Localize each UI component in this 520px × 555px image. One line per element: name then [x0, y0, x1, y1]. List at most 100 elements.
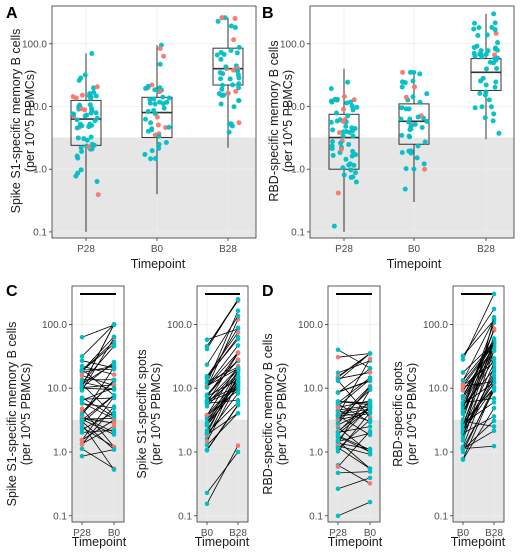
panel-d2-x-tick-label: B0: [457, 528, 470, 539]
panel-a-data-point: [219, 87, 224, 92]
panel-d1-data-point-start: [336, 405, 341, 410]
panel-letter-b: B: [262, 5, 274, 22]
panel-d2-data-point-end: [492, 336, 497, 341]
panel-b-data-point: [354, 180, 359, 185]
panel-c2-data-point-end: [236, 450, 241, 455]
panel-a-y-axis-label-line1: Spike S1-specific memory B cells: [9, 29, 23, 214]
panel-a-data-point: [148, 156, 153, 161]
panel-d1-data-point-start: [336, 464, 341, 469]
panel-c2-y-tick-label: 1.0: [178, 448, 192, 459]
panel-c1-y-tick-label: 100.0: [42, 320, 67, 331]
panel-c2-y-tick-label: 10.0: [173, 384, 193, 395]
panel-b-data-point: [399, 133, 404, 138]
panel-d1-data-point-end: [368, 357, 373, 362]
panel-b-data-point: [343, 124, 348, 129]
panel-c2-data-point-start: [205, 362, 210, 367]
panel-d1-data-point-start: [336, 471, 341, 476]
panel-b-data-point: [483, 115, 488, 120]
panel-d1-y-tick-label: 1.0: [309, 448, 323, 459]
panel-c1-data-point-end: [112, 410, 117, 415]
panel-a-data-point: [142, 152, 147, 157]
panel-a-data-point: [148, 101, 153, 106]
panel-b-data-point: [404, 95, 409, 100]
panel-c2-data-point-start: [205, 385, 210, 390]
panel-b-data-point: [350, 149, 355, 154]
panel-a-data-point: [160, 95, 165, 100]
panel-d1-data-point-start: [336, 412, 341, 417]
panel-d1-data-point-start: [336, 486, 341, 491]
panel-d1-data-point-start: [336, 376, 341, 381]
panel-a-data-point: [76, 135, 81, 140]
panel-a-data-point: [161, 54, 166, 59]
panel-b-data-point: [400, 85, 405, 90]
panel-c2-data-point-start: [205, 428, 210, 433]
panel-b-data-point: [350, 154, 355, 159]
panel-c2-data-point-end: [236, 325, 241, 330]
panel-b-data-point: [410, 79, 415, 84]
panel-b-data-point: [343, 157, 348, 162]
panel-b-data-point: [472, 21, 477, 26]
panel-a-data-point: [230, 123, 235, 128]
panel-b-data-point: [484, 66, 489, 71]
panel-b-data-point: [416, 143, 421, 148]
panel-d1-data-point-end: [368, 431, 373, 436]
panel-a-data-point: [158, 89, 163, 94]
panel-b-data-point: [495, 40, 500, 45]
panel-b-data-point: [341, 107, 346, 112]
panel-c1-data-point-end: [112, 322, 117, 327]
panel-a-data-point: [86, 124, 91, 129]
panel-a-data-point: [79, 149, 84, 154]
panel-c1-data-point-start: [80, 419, 85, 424]
panel-b-data-point: [475, 33, 480, 38]
panel-b-data-point: [422, 161, 427, 166]
panel-a-data-point: [75, 171, 80, 176]
panel-b-data-point: [410, 94, 415, 99]
panel-a-data-point: [218, 57, 223, 62]
panel-b-y-axis-label-line1: RBD-specific memory B cells: [267, 40, 281, 201]
panel-a-data-point: [233, 16, 238, 21]
panel-d2-data-point-end: [492, 388, 497, 393]
panel-a-data-point: [233, 89, 238, 94]
panel-b-y-tick-label: 0.1: [291, 227, 305, 238]
panel-b-data-point: [339, 147, 344, 152]
panel-c2-y-axis-label-line2: (per 10^5 PBMCs): [149, 363, 163, 465]
panel-b-data-point: [342, 172, 347, 177]
panel-c2-data-point-start: [205, 344, 210, 349]
panel-a-data-point: [215, 53, 220, 58]
panel-b-data-point: [336, 191, 341, 196]
panel-c1-data-point-end: [112, 344, 117, 349]
panel-b-data-point: [491, 118, 496, 123]
panel-a-data-point: [219, 102, 224, 107]
panel-a-data-point: [219, 93, 224, 98]
panel-a-data-point: [95, 84, 100, 89]
panel-b-data-point: [412, 84, 417, 89]
panel-d2-y-tick-label: 10.0: [429, 384, 449, 395]
panel-c1-data-point-end: [112, 386, 117, 391]
panel-b-x-tick-label: B28: [477, 244, 495, 255]
panel-c2-data-point-start: [205, 421, 210, 426]
panel-d1-data-point-start: [336, 421, 341, 426]
panel-b-data-point: [486, 48, 491, 53]
panel-b-data-point: [351, 134, 356, 139]
panel-b-data-point: [493, 85, 498, 90]
panel-a-data-point: [222, 52, 227, 57]
panel-d2-data-point-end: [492, 373, 497, 378]
panel-a-data-point: [164, 140, 169, 145]
panel-c1-data-point-start: [80, 412, 85, 417]
panel-b-data-point: [423, 139, 428, 144]
panel-c1-data-point-end: [112, 428, 117, 433]
panel-c1-data-point-end: [112, 421, 117, 426]
panel-b-data-point: [479, 104, 484, 109]
panel-b-data-point: [483, 92, 488, 97]
panel-b-data-point: [477, 91, 482, 96]
panel-c1-data-point-end: [112, 334, 117, 339]
panel-c1-y-axis-label-line2: (per 10^5 PBMCs): [19, 363, 33, 465]
panel-b-data-point: [349, 175, 354, 180]
panel-b-x-axis-label: Timepoint: [387, 257, 442, 271]
panel-b-data-point: [399, 116, 404, 121]
panel-b-data-point: [422, 167, 427, 172]
panel-a-data-point: [84, 113, 89, 118]
panel-a-data-point: [89, 135, 94, 140]
panel-a-data-point: [77, 103, 82, 108]
